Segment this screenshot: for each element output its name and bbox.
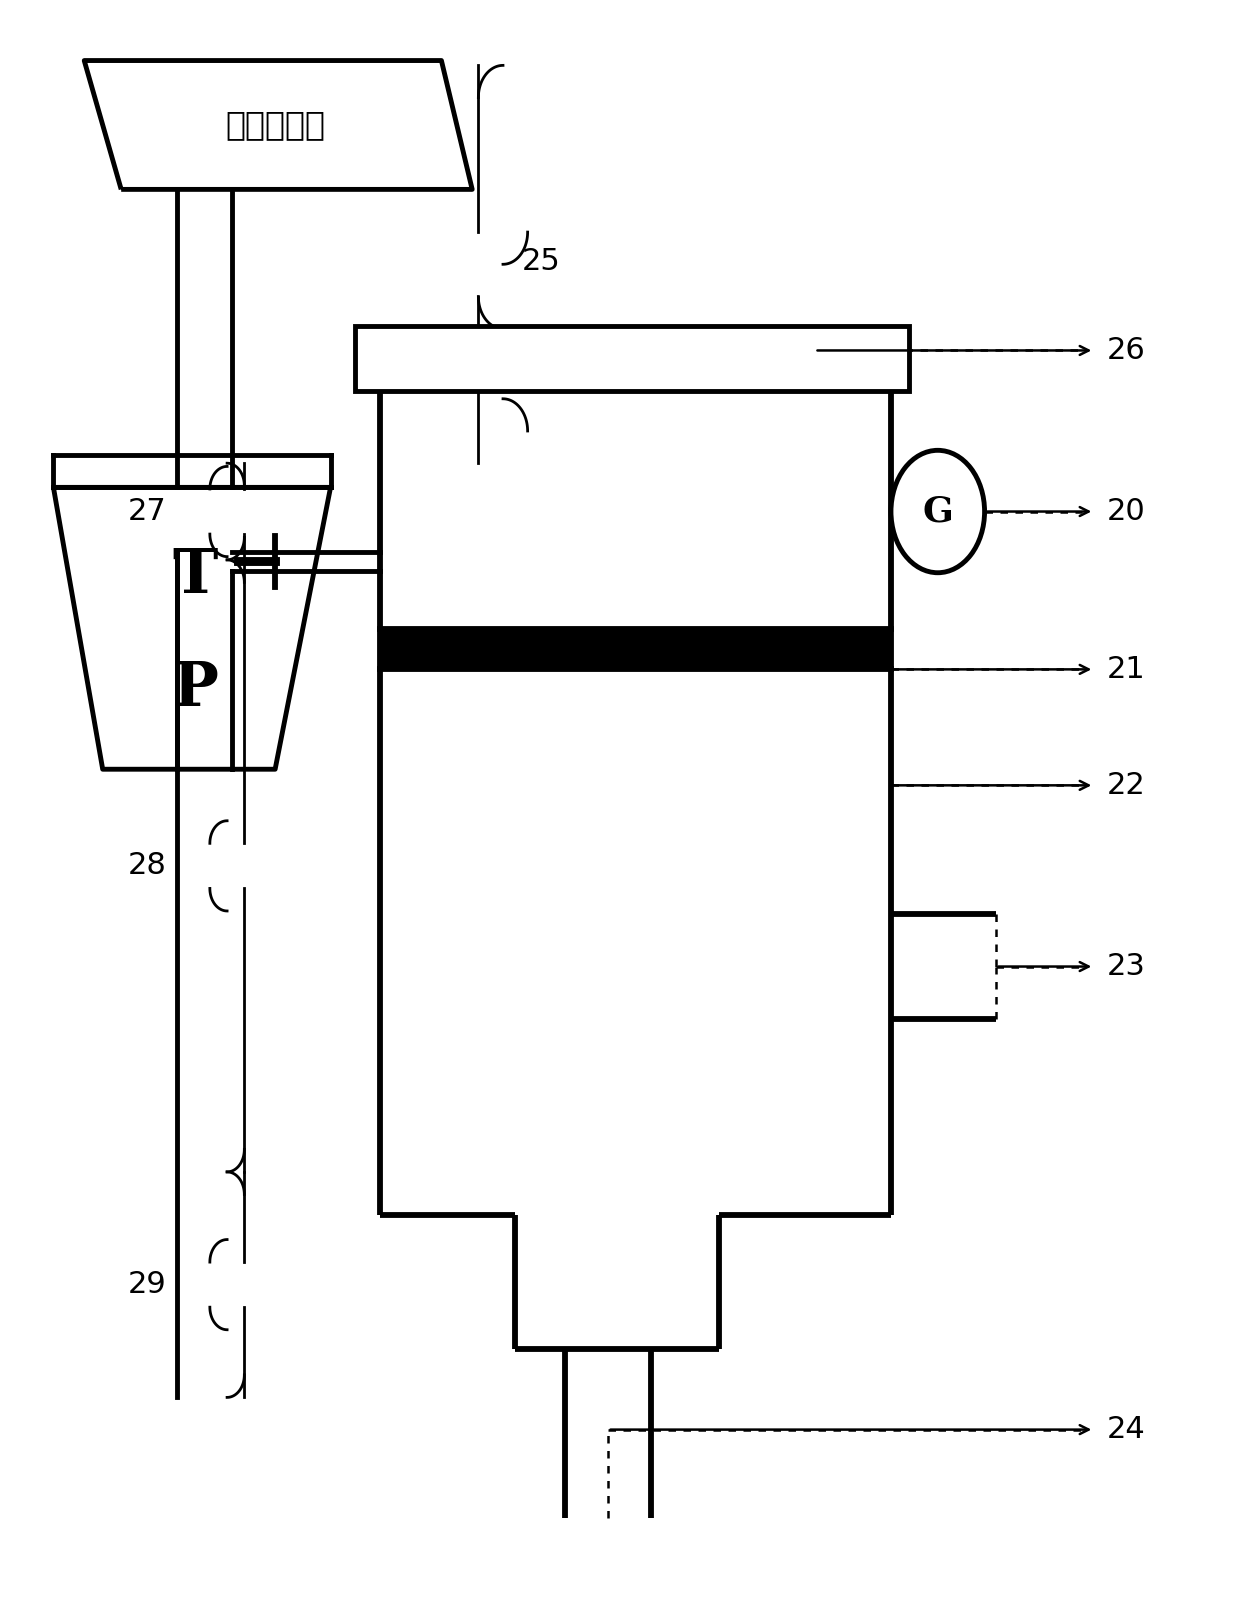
Text: 23: 23 bbox=[1106, 952, 1146, 981]
Text: 28: 28 bbox=[128, 852, 166, 881]
Bar bbox=[355, 327, 909, 390]
Text: 29: 29 bbox=[128, 1271, 166, 1298]
Text: 25: 25 bbox=[522, 248, 560, 277]
Text: 22: 22 bbox=[1106, 771, 1146, 800]
Circle shape bbox=[892, 450, 985, 573]
Text: T: T bbox=[172, 546, 218, 606]
Text: 21: 21 bbox=[1106, 654, 1146, 683]
Text: 26: 26 bbox=[1106, 337, 1146, 364]
Text: 27: 27 bbox=[128, 497, 166, 526]
Text: 无油渦旋泵: 无油渦旋泵 bbox=[226, 108, 325, 141]
Bar bbox=[379, 630, 892, 669]
Text: P: P bbox=[172, 659, 218, 719]
Text: G: G bbox=[923, 494, 954, 528]
Text: 24: 24 bbox=[1106, 1415, 1146, 1444]
Text: 20: 20 bbox=[1106, 497, 1146, 526]
